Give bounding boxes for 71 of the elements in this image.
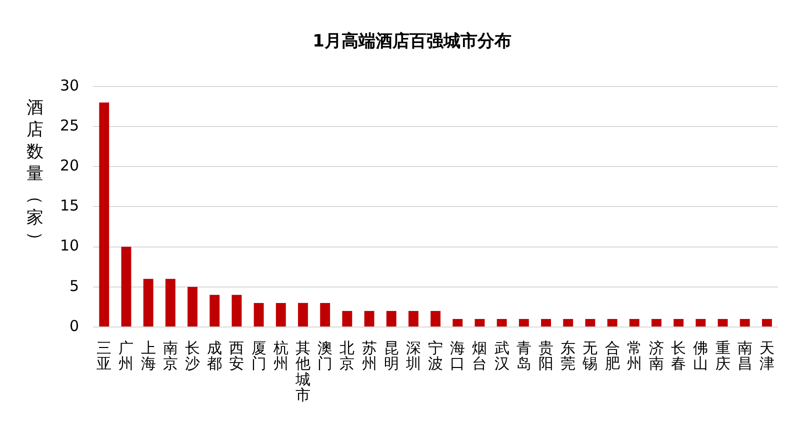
x-tick-label: 澳门 [318,338,333,373]
bar [696,318,706,326]
x-tick-label: 合肥 [604,338,620,373]
y-tick-label: 30 [60,76,80,94]
x-tick-label: 贵阳 [538,338,554,373]
x-tick-label: 烟台 [472,338,488,373]
bar [652,318,662,326]
bar [298,302,308,326]
x-tick-label: 东莞 [560,338,576,373]
bar [762,318,772,326]
bar [518,318,529,326]
x-tick-label: 宁波 [428,338,444,373]
x-tick-label: 南京 [162,338,178,373]
x-tick-label: 其他城市 [294,338,310,404]
x-tick-label: 成都 [207,338,222,373]
x-tick-label: 北京 [340,338,355,373]
bar [320,302,330,326]
y-tick-label: 5 [70,276,80,295]
x-tick-label: 武汉 [494,338,510,373]
bar [496,318,507,326]
x-tick-label: 重庆 [715,338,730,373]
bar [740,318,750,326]
bar [629,318,640,326]
x-tick-label: 济南 [648,338,664,373]
x-tick-label: 常州 [626,338,642,373]
x-tick-label: 南昌 [737,338,752,373]
bar [563,318,574,326]
x-tick-label: 杭州 [272,338,288,373]
bar [585,318,596,326]
bar [452,318,463,326]
y-tick-label: 25 [60,116,80,134]
bar [607,318,618,326]
bar [121,246,132,326]
x-tick-label: 厦门 [251,338,266,373]
bar [342,310,352,326]
bar [165,278,176,326]
x-tick-label: 苏州 [362,338,377,373]
x-tick-label: 昆明 [384,338,399,373]
x-tick-label: 佛山 [693,338,708,373]
x-tick-label: 青岛 [516,338,532,373]
x-tick-label: 长春 [671,338,686,373]
bar [364,310,374,326]
bar [674,318,684,326]
chart-title: 1月高端酒店百强城市分布 [312,32,512,52]
y-axis-title: 酒店数量（家） [24,97,46,250]
x-tick-label: 海口 [450,338,466,373]
bar [541,318,551,326]
y-tick-label: 20 [60,156,80,174]
y-tick-label: 10 [60,236,80,255]
bar [143,278,154,326]
bar [188,286,198,326]
x-tick-label: 上海 [140,338,156,373]
bar [474,318,485,326]
x-tick-label: 西安 [229,338,244,373]
bar [232,294,242,326]
bar [386,310,396,326]
bar [276,302,286,326]
bar [254,302,264,326]
bar [210,294,220,326]
x-tick-label: 天津 [759,338,774,373]
bar [408,310,418,326]
y-tick-label: 15 [60,196,80,215]
x-tick-label: 广州 [118,338,134,373]
x-tick-label: 深圳 [404,338,421,373]
bar [430,310,441,326]
y-tick-label: 0 [70,316,80,335]
x-tick-label: 无锡 [582,338,598,373]
bar [718,318,728,326]
bar [99,102,110,326]
x-tick-label: 长沙 [185,338,200,373]
x-tick-label: 三亚 [96,338,112,373]
